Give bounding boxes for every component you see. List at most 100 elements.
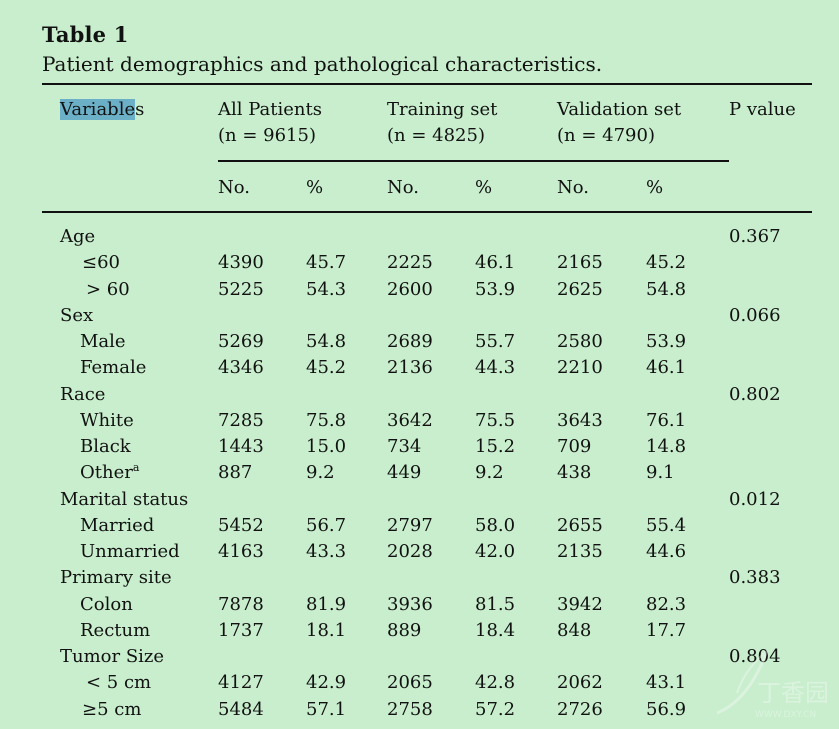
footnote-marker: a — [132, 461, 140, 475]
cell-all-pct: 54.3 — [306, 278, 347, 300]
cell-all-pct: 43.3 — [306, 541, 347, 562]
cell-tr-no: 2758 — [387, 698, 433, 720]
cell-all-pct: 18.1 — [306, 619, 347, 641]
cell-tr-pct: 42.8 — [475, 672, 516, 694]
cell-va-no: 3942 — [557, 593, 603, 615]
cell-tr-pct: 55.7 — [475, 331, 516, 352]
cell-all-no: 887 — [218, 462, 253, 484]
header-validation-pct: % — [646, 177, 664, 198]
cell-all-pct: 45.2 — [306, 357, 347, 379]
table-row: Othera 887 9.2 449 9.2 438 9.1 — [0, 462, 839, 488]
header-training-no: No. — [387, 177, 419, 198]
table-row: Marital status 0.012 — [0, 489, 839, 515]
cell-va-pct: 43.1 — [646, 672, 687, 694]
row-group-label: Age — [60, 226, 96, 247]
row-label: White — [80, 409, 134, 431]
cell-tr-no: 2065 — [387, 672, 433, 694]
cell-va-no: 2625 — [557, 278, 603, 300]
table-row: Male 5269 54.8 2689 55.7 2580 53.9 — [0, 331, 839, 357]
header-p-value: P value — [729, 99, 796, 120]
cell-tr-no: 2028 — [387, 541, 433, 562]
cell-va-no: 3643 — [557, 409, 603, 431]
row-group-label: Race — [60, 383, 106, 405]
cell-va-no: 2165 — [557, 252, 603, 274]
cell-tr-no: 449 — [387, 462, 422, 484]
cell-all-no: 1443 — [218, 436, 264, 457]
cell-all-no: 4163 — [218, 541, 264, 562]
cell-va-pct: 82.3 — [646, 593, 687, 615]
cell-va-pct: 56.9 — [646, 698, 687, 720]
cell-va-no: 2655 — [557, 514, 603, 536]
cell-va-no: 848 — [557, 619, 592, 641]
table-row: ≥5 cm 5484 57.1 2758 57.2 2726 56.9 — [0, 699, 839, 725]
table-row: White 7285 75.8 3642 75.5 3643 76.1 — [0, 410, 839, 436]
cell-tr-no: 889 — [387, 619, 422, 641]
cell-va-pct: 55.4 — [646, 514, 687, 536]
row-label: Colon — [80, 593, 133, 615]
table-row: Primary site 0.383 — [0, 567, 839, 593]
cell-tr-no: 2225 — [387, 252, 433, 274]
cell-tr-no: 734 — [387, 436, 422, 457]
cell-all-pct: 9.2 — [306, 462, 335, 484]
cell-va-pct: 46.1 — [646, 357, 687, 379]
table-row: Married 5452 56.7 2797 58.0 2655 55.4 — [0, 515, 839, 541]
cell-va-no: 2135 — [557, 541, 603, 562]
cell-tr-no: 3642 — [387, 409, 433, 431]
cell-all-pct: 75.8 — [306, 409, 347, 431]
table-header-bottom-rule — [42, 211, 812, 213]
cell-all-pct: 42.9 — [306, 672, 347, 694]
row-label: Married — [80, 514, 155, 536]
row-label: < 5 cm — [86, 672, 152, 694]
cell-va-no: 2726 — [557, 698, 603, 720]
cell-all-no: 4390 — [218, 252, 264, 274]
cell-p: 0.367 — [729, 226, 781, 247]
row-group-label: Sex — [60, 304, 94, 326]
table-title: Table 1 — [42, 22, 129, 47]
cell-tr-pct: 53.9 — [475, 278, 516, 300]
table-row: Colon 7878 81.9 3936 81.5 3942 82.3 — [0, 594, 839, 620]
cell-tr-pct: 15.2 — [475, 436, 516, 457]
cell-va-pct: 14.8 — [646, 436, 687, 457]
table-row: Tumor Size 0.804 — [0, 646, 839, 672]
row-label: Black — [80, 436, 131, 457]
cell-tr-pct: 18.4 — [475, 619, 516, 641]
cell-va-pct: 53.9 — [646, 331, 687, 352]
cell-va-pct: 54.8 — [646, 278, 687, 300]
cell-va-no: 2062 — [557, 672, 603, 694]
cell-tr-pct: 9.2 — [475, 462, 504, 484]
cell-all-no: 7878 — [218, 593, 264, 615]
header-variables: Variables — [60, 99, 145, 120]
cell-all-no: 7285 — [218, 409, 264, 431]
watermark-text: 丁香园 — [757, 679, 827, 707]
selection-highlight: Variable — [60, 99, 136, 120]
table-row: ≤60 4390 45.7 2225 46.1 2165 45.2 — [0, 252, 839, 278]
table-row: Rectum 1737 18.1 889 18.4 848 17.7 — [0, 620, 839, 646]
table-row: Age 0.367 — [0, 226, 839, 252]
cell-p: 0.383 — [729, 567, 781, 589]
row-group-label: Tumor Size — [60, 646, 165, 667]
cell-p: 0.066 — [729, 304, 781, 326]
cell-all-pct: 56.7 — [306, 514, 347, 536]
row-group-label: Marital status — [60, 488, 189, 510]
cell-va-pct: 44.6 — [646, 541, 687, 562]
table-row: Sex 0.066 — [0, 305, 839, 331]
cell-va-no: 438 — [557, 462, 592, 484]
cell-all-no: 5484 — [218, 698, 264, 720]
row-label: Unmarried — [80, 541, 180, 562]
cell-tr-no: 2136 — [387, 357, 433, 379]
cell-all-no: 5452 — [218, 514, 264, 536]
header-validation-set: Validation set (n = 4790) — [557, 99, 682, 146]
row-group-label: Primary site — [60, 567, 172, 589]
table-row: Unmarried 4163 43.3 2028 42.0 2135 44.6 — [0, 541, 839, 567]
cell-all-no: 5225 — [218, 278, 264, 300]
row-label: Rectum — [80, 619, 151, 641]
table-caption: Patient demographics and pathological ch… — [42, 52, 603, 76]
row-label: Othera — [80, 461, 140, 484]
cell-all-pct: 57.1 — [306, 698, 347, 720]
cell-p: 0.012 — [729, 488, 781, 510]
table-row: Black 1443 15.0 734 15.2 709 14.8 — [0, 436, 839, 462]
cell-tr-pct: 46.1 — [475, 252, 516, 274]
cell-va-no: 709 — [557, 436, 592, 457]
table-top-rule — [42, 83, 812, 85]
row-label: ≤60 — [82, 252, 120, 274]
